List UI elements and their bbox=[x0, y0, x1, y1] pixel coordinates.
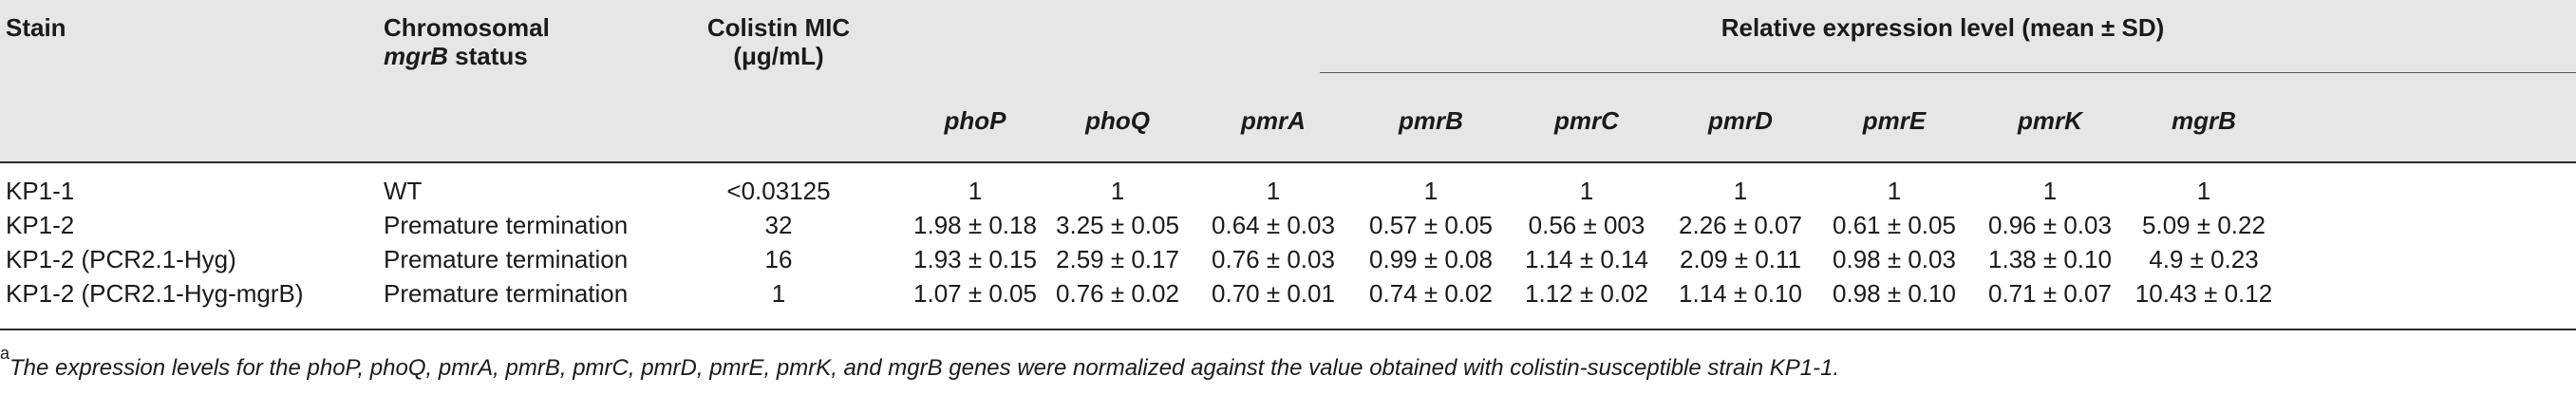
row-value: 1 bbox=[1110, 177, 1125, 205]
row-mic: 1 bbox=[771, 279, 786, 308]
table-bottom-rule bbox=[0, 329, 2576, 330]
header-chromosomal-gene: mgrB bbox=[384, 42, 448, 70]
gene-header-mgrb: mgrB bbox=[2172, 106, 2236, 135]
row-mic: 16 bbox=[764, 245, 793, 273]
row-value: 0.98 ± 0.03 bbox=[1833, 245, 1956, 273]
row-value: 1 bbox=[2196, 177, 2211, 205]
row-value: 1.14 ± 0.10 bbox=[1679, 279, 1802, 308]
gene-header-phoq: phoQ bbox=[1085, 106, 1150, 135]
row-mic: <0.03125 bbox=[726, 177, 831, 205]
gene-header-pmrd: pmrD bbox=[1708, 106, 1773, 135]
header-chromosomal-line2: mgrB status bbox=[384, 42, 528, 71]
row-value: 2.26 ± 0.07 bbox=[1679, 211, 1802, 239]
row-value: 0.64 ± 0.03 bbox=[1212, 211, 1335, 239]
row-value: 1 bbox=[1423, 177, 1438, 205]
row-value: 0.76 ± 0.03 bbox=[1212, 245, 1335, 273]
row-value: 3.25 ± 0.05 bbox=[1056, 211, 1179, 239]
row-value: 2.09 ± 0.11 bbox=[1680, 245, 1801, 273]
row-value: 1.38 ± 0.10 bbox=[1988, 245, 2112, 273]
gene-header-pmrc: pmrC bbox=[1554, 106, 1619, 135]
gene-header-phop: phoP bbox=[944, 106, 1006, 135]
row-stain: KP1-2 (PCR2.1-Hyg-mgrB) bbox=[6, 279, 304, 308]
row-value: 0.57 ± 0.05 bbox=[1369, 211, 1493, 239]
gene-header-pmre: pmrE bbox=[1862, 106, 1927, 135]
row-mic: 32 bbox=[764, 211, 793, 239]
row-value: 1 bbox=[968, 177, 983, 205]
row-value: 1.07 ± 0.05 bbox=[913, 279, 1037, 308]
row-value: 0.56 ± 003 bbox=[1528, 211, 1645, 239]
gene-header-pmra: pmrA bbox=[1241, 106, 1306, 135]
row-value: 0.98 ± 0.10 bbox=[1833, 279, 1956, 308]
row-value: 4.9 ± 0.23 bbox=[2149, 245, 2259, 273]
row-stain: KP1-2 bbox=[6, 211, 75, 239]
row-value: 1.93 ± 0.15 bbox=[913, 245, 1037, 273]
row-status: Premature termination bbox=[384, 245, 629, 273]
header-colistin-line2: (μg/mL) bbox=[733, 42, 824, 70]
row-value: 0.76 ± 0.02 bbox=[1056, 279, 1179, 308]
header-colistin-line1: Colistin MIC bbox=[706, 13, 851, 42]
row-value: 0.74 ± 0.02 bbox=[1369, 279, 1493, 308]
gene-header-pmrk: pmrK bbox=[2018, 106, 2082, 135]
header-chromosomal-status: status bbox=[447, 42, 528, 70]
row-value: 0.71 ± 0.07 bbox=[1988, 279, 2112, 308]
table-footnote: aThe expression levels for the phoP, pho… bbox=[0, 344, 1840, 382]
row-stain: KP1-2 (PCR2.1-Hyg) bbox=[6, 245, 236, 273]
header-band bbox=[0, 0, 2576, 161]
row-value: 1.98 ± 0.18 bbox=[913, 211, 1037, 239]
row-status: Premature termination bbox=[384, 279, 629, 308]
row-value: 1 bbox=[1887, 177, 1902, 205]
row-value: 0.70 ± 0.01 bbox=[1212, 279, 1335, 308]
row-status: WT bbox=[384, 177, 423, 205]
row-value: 2.59 ± 0.17 bbox=[1056, 245, 1179, 273]
gene-header-pmrb: pmrB bbox=[1399, 106, 1463, 135]
footnote-marker: a bbox=[0, 344, 10, 363]
header-chromosomal-line1: Chromosomal bbox=[384, 13, 550, 42]
row-stain: KP1-1 bbox=[6, 177, 75, 205]
row-status: Premature termination bbox=[384, 211, 629, 239]
row-value: 1 bbox=[1733, 177, 1748, 205]
header-subrule bbox=[1320, 72, 2576, 73]
row-value: 0.99 ± 0.08 bbox=[1369, 245, 1493, 273]
row-value: 1.14 ± 0.14 bbox=[1525, 245, 1648, 273]
footnote-text: The expression levels for the phoP, phoQ… bbox=[9, 355, 1840, 381]
row-value: 10.43 ± 0.12 bbox=[2134, 279, 2273, 308]
row-value: 5.09 ± 0.22 bbox=[2142, 211, 2266, 239]
row-value: 1 bbox=[2042, 177, 2058, 205]
header-stain: Stain bbox=[6, 13, 66, 42]
header-bottom-rule bbox=[0, 161, 2576, 163]
row-value: 0.61 ± 0.05 bbox=[1833, 211, 1956, 239]
header-relative-expression: Relative expression level (mean ± SD) bbox=[1720, 13, 2165, 42]
row-value: 1 bbox=[1266, 177, 1281, 205]
row-value: 1.12 ± 0.02 bbox=[1525, 279, 1648, 308]
row-value: 0.96 ± 0.03 bbox=[1988, 211, 2112, 239]
row-value: 1 bbox=[1579, 177, 1594, 205]
